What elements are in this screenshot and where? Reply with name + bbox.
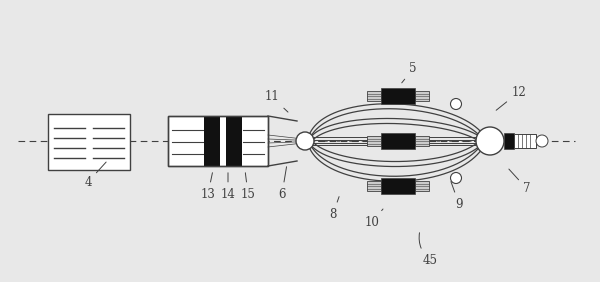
- Bar: [48, 114, 130, 170]
- Bar: [514, 134, 536, 148]
- Bar: [381, 178, 415, 194]
- Circle shape: [451, 173, 461, 184]
- Text: 4: 4: [84, 162, 106, 188]
- Bar: [415, 136, 429, 146]
- Text: 12: 12: [496, 85, 526, 110]
- Bar: [381, 133, 415, 149]
- Bar: [226, 116, 242, 166]
- Text: 5: 5: [402, 63, 417, 83]
- Circle shape: [476, 127, 504, 155]
- Text: 11: 11: [265, 91, 288, 112]
- Text: 14: 14: [221, 173, 235, 201]
- Text: 9: 9: [451, 182, 463, 210]
- Bar: [168, 116, 268, 166]
- Bar: [381, 88, 415, 104]
- Text: 15: 15: [241, 173, 256, 201]
- Text: 8: 8: [329, 197, 339, 221]
- Text: 6: 6: [278, 167, 287, 201]
- Text: 13: 13: [200, 173, 215, 201]
- Bar: [168, 116, 268, 166]
- Bar: [504, 133, 514, 149]
- Circle shape: [296, 132, 314, 150]
- Text: 10: 10: [365, 209, 383, 228]
- Bar: [415, 91, 429, 101]
- Bar: [415, 181, 429, 191]
- Circle shape: [536, 135, 548, 147]
- Text: 45: 45: [419, 233, 437, 266]
- Bar: [204, 116, 220, 166]
- Bar: [367, 91, 381, 101]
- Circle shape: [451, 98, 461, 109]
- Bar: [367, 136, 381, 146]
- Text: 7: 7: [509, 169, 531, 195]
- Bar: [367, 181, 381, 191]
